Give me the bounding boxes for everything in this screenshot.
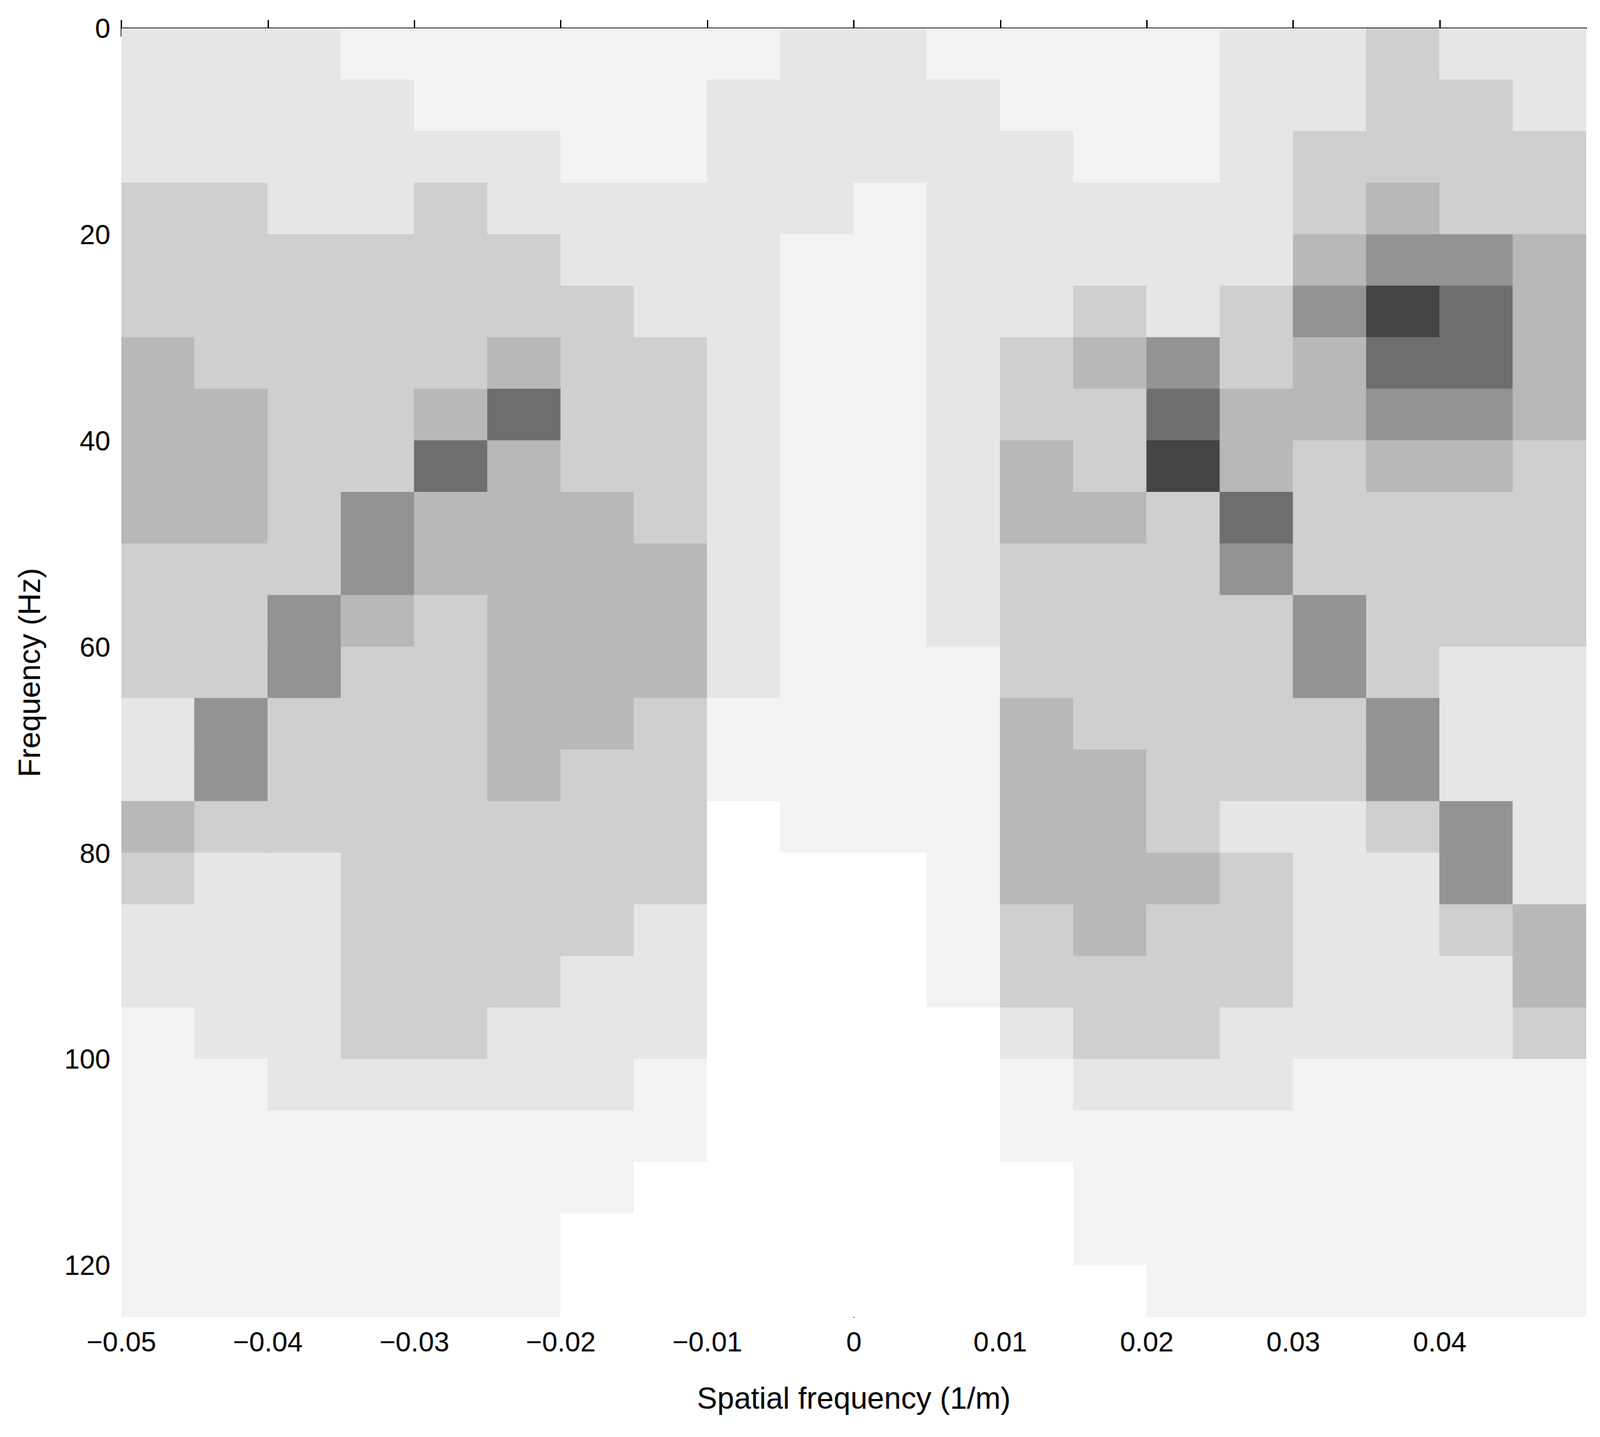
svg-text:40: 40 xyxy=(80,425,112,456)
svg-text:0: 0 xyxy=(95,13,111,44)
svg-text:0.01: 0.01 xyxy=(973,1326,1027,1357)
svg-text:−0.02: −0.02 xyxy=(526,1326,596,1357)
svg-text:Frequency (Hz): Frequency (Hz) xyxy=(12,567,47,777)
svg-text:−0.01: −0.01 xyxy=(672,1326,743,1357)
svg-text:Spatial frequency (1/m): Spatial frequency (1/m) xyxy=(697,1380,1012,1415)
svg-text:0: 0 xyxy=(846,1326,862,1357)
svg-text:0.04: 0.04 xyxy=(1413,1326,1467,1357)
svg-text:−0.05: −0.05 xyxy=(86,1326,156,1357)
svg-text:80: 80 xyxy=(80,837,112,869)
svg-text:0.03: 0.03 xyxy=(1266,1326,1320,1357)
svg-text:−0.04: −0.04 xyxy=(233,1326,303,1357)
svg-text:60: 60 xyxy=(80,631,112,663)
svg-text:120: 120 xyxy=(64,1249,111,1280)
svg-text:0.02: 0.02 xyxy=(1120,1326,1174,1357)
svg-text:20: 20 xyxy=(80,219,112,250)
svg-text:100: 100 xyxy=(64,1043,111,1074)
svg-text:−0.03: −0.03 xyxy=(379,1326,449,1357)
